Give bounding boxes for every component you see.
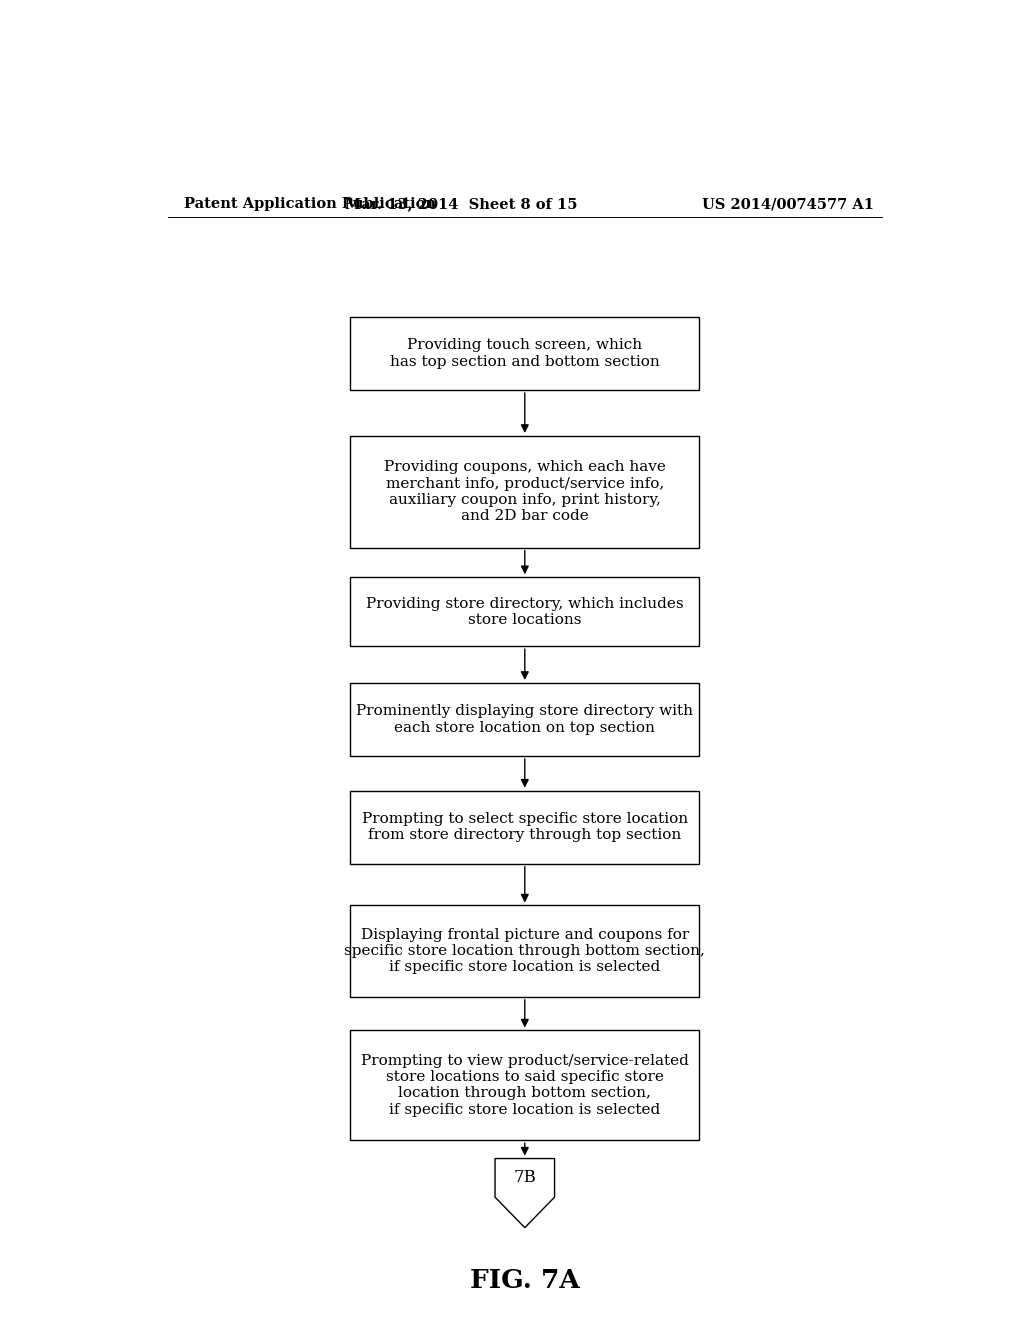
Text: Mar. 13, 2014  Sheet 8 of 15: Mar. 13, 2014 Sheet 8 of 15 xyxy=(345,197,578,211)
Text: Patent Application Publication: Patent Application Publication xyxy=(183,197,435,211)
Polygon shape xyxy=(495,1159,555,1228)
FancyBboxPatch shape xyxy=(350,1031,699,1140)
FancyBboxPatch shape xyxy=(350,577,699,647)
Text: Providing coupons, which each have
merchant info, product/service info,
auxiliar: Providing coupons, which each have merch… xyxy=(384,461,666,523)
Text: US 2014/0074577 A1: US 2014/0074577 A1 xyxy=(702,197,873,211)
Text: Prompting to select specific store location
from store directory through top sec: Prompting to select specific store locat… xyxy=(361,812,688,842)
FancyBboxPatch shape xyxy=(350,682,699,756)
Text: 7B: 7B xyxy=(513,1170,537,1187)
Text: Providing touch screen, which
has top section and bottom section: Providing touch screen, which has top se… xyxy=(390,338,659,368)
Text: Displaying frontal picture and coupons for
specific store location through botto: Displaying frontal picture and coupons f… xyxy=(344,928,706,974)
Text: FIG. 7A: FIG. 7A xyxy=(470,1269,580,1294)
FancyBboxPatch shape xyxy=(350,906,699,997)
Text: Prominently displaying store directory with
each store location on top section: Prominently displaying store directory w… xyxy=(356,705,693,734)
Text: Prompting to view product/service-related
store locations to said specific store: Prompting to view product/service-relate… xyxy=(360,1055,689,1117)
FancyBboxPatch shape xyxy=(350,791,699,863)
FancyBboxPatch shape xyxy=(350,436,699,548)
Text: Providing store directory, which includes
store locations: Providing store directory, which include… xyxy=(366,597,684,627)
FancyBboxPatch shape xyxy=(350,317,699,391)
